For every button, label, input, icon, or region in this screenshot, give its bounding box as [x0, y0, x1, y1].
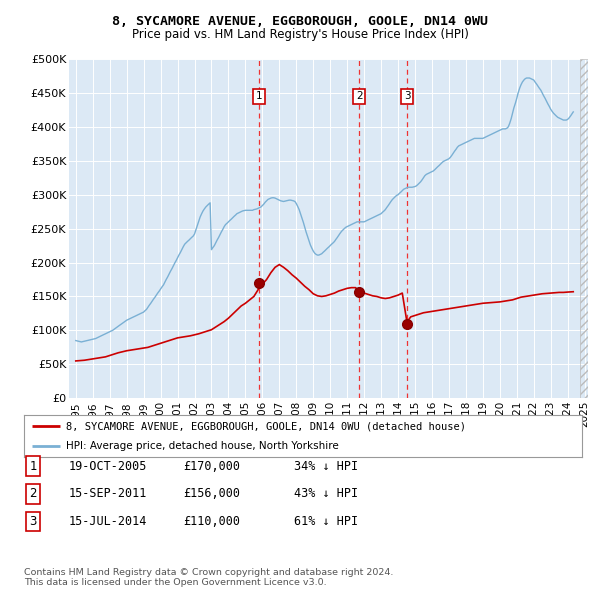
Text: 34% ↓ HPI: 34% ↓ HPI — [294, 460, 358, 473]
Text: 3: 3 — [404, 91, 410, 101]
Text: 1: 1 — [256, 91, 262, 101]
Text: 8, SYCAMORE AVENUE, EGGBOROUGH, GOOLE, DN14 0WU (detached house): 8, SYCAMORE AVENUE, EGGBOROUGH, GOOLE, D… — [66, 421, 466, 431]
Text: £170,000: £170,000 — [183, 460, 240, 473]
Text: 2: 2 — [29, 487, 37, 500]
Text: Contains HM Land Registry data © Crown copyright and database right 2024.
This d: Contains HM Land Registry data © Crown c… — [24, 568, 394, 587]
Text: HPI: Average price, detached house, North Yorkshire: HPI: Average price, detached house, Nort… — [66, 441, 338, 451]
Text: 2: 2 — [356, 91, 362, 101]
Text: Price paid vs. HM Land Registry's House Price Index (HPI): Price paid vs. HM Land Registry's House … — [131, 28, 469, 41]
Text: 61% ↓ HPI: 61% ↓ HPI — [294, 515, 358, 528]
Text: 1: 1 — [29, 460, 37, 473]
Text: 43% ↓ HPI: 43% ↓ HPI — [294, 487, 358, 500]
Text: 15-JUL-2014: 15-JUL-2014 — [69, 515, 148, 528]
Text: 8, SYCAMORE AVENUE, EGGBOROUGH, GOOLE, DN14 0WU: 8, SYCAMORE AVENUE, EGGBOROUGH, GOOLE, D… — [112, 15, 488, 28]
Text: £110,000: £110,000 — [183, 515, 240, 528]
Text: £156,000: £156,000 — [183, 487, 240, 500]
Text: 19-OCT-2005: 19-OCT-2005 — [69, 460, 148, 473]
Text: 3: 3 — [29, 515, 37, 528]
Text: 15-SEP-2011: 15-SEP-2011 — [69, 487, 148, 500]
